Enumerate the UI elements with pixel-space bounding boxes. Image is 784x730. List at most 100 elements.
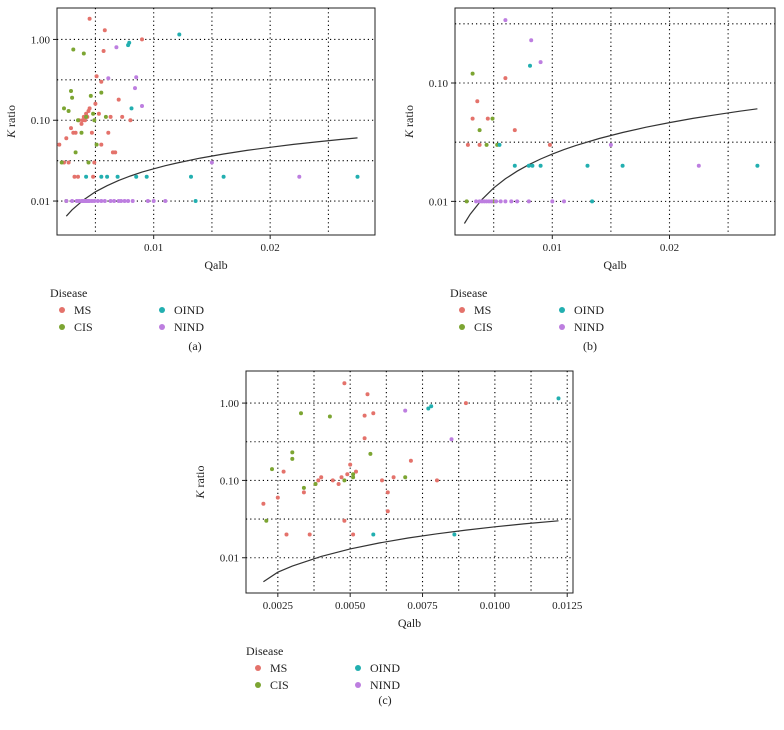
data-point-cis	[290, 456, 295, 461]
data-point-cis	[71, 47, 76, 52]
data-point-nind	[99, 199, 104, 203]
data-point-nind	[133, 86, 137, 91]
legend-label-nind: NIND	[174, 320, 204, 334]
y-tick-label: 1.00	[31, 34, 51, 46]
data-point-cis	[342, 478, 347, 483]
data-point-oind	[99, 174, 104, 179]
legend-swatch-oind	[355, 665, 361, 671]
data-point-ms	[477, 142, 482, 147]
data-point-nind	[538, 60, 543, 65]
data-point-oind	[193, 199, 198, 203]
data-point-ms	[435, 478, 439, 483]
y-axis-title: K ratio	[193, 465, 207, 499]
data-point-ms	[385, 490, 390, 495]
data-point-ms	[463, 401, 468, 406]
series-oind	[84, 32, 360, 203]
data-point-nind	[489, 199, 494, 204]
data-point-oind	[371, 532, 376, 537]
series-nind	[403, 408, 454, 442]
data-point-nind	[64, 199, 69, 203]
data-point-oind	[755, 163, 760, 168]
legend-label-nind: NIND	[574, 320, 604, 334]
plot-area	[245, 370, 574, 594]
legend: Disease MS CIS OIND NIND	[450, 286, 604, 334]
data-point-nind	[106, 76, 111, 81]
data-point-oind	[221, 174, 226, 179]
data-point-cis	[464, 199, 469, 204]
x-axis-title: Qalb	[204, 258, 227, 272]
data-point-nind	[102, 199, 107, 203]
data-point-nind	[130, 199, 135, 203]
data-point-cis	[270, 467, 274, 472]
data-point-ms	[108, 114, 113, 119]
panel-tag: (a)	[188, 339, 201, 353]
data-point-cis	[403, 475, 408, 480]
data-point-oind	[452, 532, 457, 537]
data-point-ms	[84, 111, 89, 116]
data-point-oind	[512, 163, 517, 168]
data-point-ms	[348, 462, 353, 467]
x-tick-label: 0.0125	[552, 600, 583, 612]
data-point-cis	[103, 114, 108, 119]
data-point-ms	[91, 174, 96, 179]
data-point-nind	[550, 199, 555, 204]
data-point-ms	[336, 482, 341, 486]
data-point-ms	[503, 76, 508, 81]
data-point-nind	[134, 75, 139, 80]
data-point-oind	[620, 163, 625, 168]
legend-label-oind: OIND	[370, 661, 400, 675]
data-point-oind	[127, 40, 132, 45]
data-point-ms	[120, 114, 125, 119]
data-point-oind	[530, 163, 535, 168]
reference-curve	[65, 137, 358, 217]
data-point-ms	[330, 478, 335, 483]
data-point-cis	[477, 128, 482, 133]
legend-label-cis: CIS	[74, 320, 93, 334]
legend-label-cis: CIS	[270, 678, 289, 692]
data-point-ms	[342, 518, 347, 523]
y-tick-label: 1.00	[220, 398, 240, 410]
data-point-cis	[99, 90, 104, 95]
grid	[455, 8, 775, 235]
legend-label-oind: OIND	[574, 303, 604, 317]
data-point-cis	[470, 71, 475, 76]
data-point-ms	[307, 532, 312, 537]
data-point-ms	[512, 128, 517, 133]
data-point-ms	[79, 121, 84, 126]
data-point-ms	[319, 475, 324, 480]
data-point-nind	[70, 199, 75, 203]
data-point-nind	[503, 18, 508, 23]
data-point-cis	[69, 89, 73, 93]
x-tick-label: 0.02	[261, 242, 280, 254]
x-tick-label: 0.02	[660, 242, 679, 254]
legend-swatch-oind	[159, 307, 165, 313]
data-point-cis	[91, 111, 96, 116]
data-point-ms	[465, 142, 470, 147]
data-point-nind	[529, 38, 534, 43]
reference-curve	[463, 108, 758, 224]
series-ms	[465, 76, 552, 147]
data-point-nind	[112, 199, 117, 203]
data-point-cis	[351, 472, 356, 477]
data-point-nind	[126, 199, 131, 203]
data-point-ms	[99, 79, 104, 84]
data-point-ms	[301, 490, 306, 495]
data-point-ms	[470, 116, 475, 121]
data-point-oind	[134, 174, 139, 179]
data-point-cis	[327, 414, 332, 419]
legend-label-cis: CIS	[474, 320, 493, 334]
series-nind	[64, 45, 302, 203]
legend: Disease MS CIS OIND NIND	[246, 644, 400, 692]
series-ms	[57, 16, 144, 179]
data-point-cis	[86, 160, 91, 165]
x-tick-label: 0.01	[543, 242, 562, 254]
data-point-oind	[189, 174, 193, 179]
plot-area	[454, 7, 776, 236]
y-tick-label: 0.01	[429, 196, 448, 208]
data-point-ms	[371, 411, 376, 416]
y-tick-label: 0.10	[429, 78, 449, 90]
grid	[57, 8, 375, 235]
data-point-cis	[299, 411, 303, 416]
data-point-nind	[498, 199, 503, 204]
